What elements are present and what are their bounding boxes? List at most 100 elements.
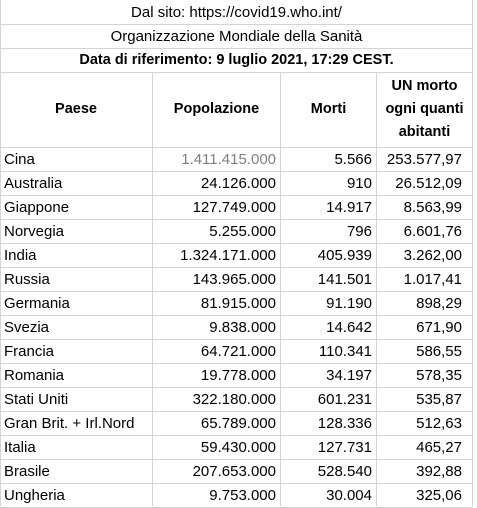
gridline-left bbox=[0, 0, 1, 506]
deaths-cell: 528.540 bbox=[317, 463, 372, 480]
gridline-h bbox=[0, 363, 473, 364]
source-line: Dal sito: https://covid19.who.int/ bbox=[131, 4, 342, 21]
gridline-h bbox=[0, 48, 473, 49]
population-cell: 24.126.000 bbox=[200, 175, 276, 192]
table-row: Ungheria 9.753.000 30.004 325,06 bbox=[0, 484, 473, 508]
country-cell: Cina bbox=[4, 151, 35, 168]
gridline-h bbox=[0, 243, 473, 244]
ratio-cell: 465,27 bbox=[416, 439, 462, 456]
population-cell: 19.778.000 bbox=[200, 367, 276, 384]
population-cell: 9.838.000 bbox=[209, 319, 276, 336]
gridline-h bbox=[0, 483, 473, 484]
population-cell: 207.653.000 bbox=[192, 463, 276, 480]
country-cell: Romania bbox=[4, 367, 65, 384]
column-header-population-label: Popolazione bbox=[173, 101, 260, 117]
table-row: Cina 1.411.415.000 5.566 253.577,97 bbox=[0, 148, 473, 172]
population-cell: 143.965.000 bbox=[192, 271, 276, 288]
gridline-h bbox=[0, 267, 473, 268]
country-cell: Stati Uniti bbox=[4, 391, 69, 408]
table-row: Giappone 127.749.000 14.917 8.563,99 bbox=[0, 196, 473, 220]
ratio-cell: 253.577,97 bbox=[386, 151, 462, 168]
table-row: Russia 143.965.000 141.501 1.017,41 bbox=[0, 268, 473, 292]
population-cell: 5.255.000 bbox=[209, 223, 276, 240]
table-row: Gran Brit. + Irl.Nord 65.789.000 128.336 51… bbox=[0, 412, 473, 436]
deaths-cell: 5.566 bbox=[334, 151, 372, 168]
deaths-cell: 910 bbox=[346, 175, 372, 192]
country-cell: Australia bbox=[4, 175, 63, 192]
country-cell: Svezia bbox=[4, 319, 50, 336]
gridline-h bbox=[0, 411, 473, 412]
population-cell: 9.753.000 bbox=[209, 487, 276, 504]
country-cell: Norvegia bbox=[4, 223, 65, 240]
country-cell: Giappone bbox=[4, 199, 70, 216]
ratio-cell: 578,35 bbox=[416, 367, 462, 384]
gridline-col2 bbox=[280, 72, 281, 506]
gridline-h bbox=[0, 315, 473, 316]
table-row: Francia 64.721.000 110.341 586,55 bbox=[0, 340, 473, 364]
ratio-cell: 898,29 bbox=[416, 295, 462, 312]
table-row: Italia 59.430.000 127.731 465,27 bbox=[0, 436, 473, 460]
gridline-h bbox=[0, 435, 473, 436]
gridline-h bbox=[0, 219, 473, 220]
column-header-ratio: UN morto ogni quanti abitanti bbox=[377, 72, 472, 147]
ratio-cell: 512,63 bbox=[416, 415, 462, 432]
reference-date: Data di riferimento: 9 luglio 2021, 17:2… bbox=[79, 52, 394, 68]
gridline-right bbox=[472, 0, 473, 506]
population-cell: 322.180.000 bbox=[192, 391, 276, 408]
ratio-cell: 26.512,09 bbox=[395, 175, 462, 192]
column-header-ratio-line3: abitanti bbox=[398, 124, 451, 140]
ratio-cell: 325,06 bbox=[416, 487, 462, 504]
ratio-cell: 586,55 bbox=[416, 343, 462, 360]
column-header-deaths-label: Morti bbox=[310, 101, 347, 117]
population-cell: 81.915.000 bbox=[200, 295, 276, 312]
column-header-country: Paese bbox=[0, 72, 152, 147]
country-cell: Gran Brit. + Irl.Nord bbox=[4, 415, 135, 432]
column-header-ratio-line2: ogni quanti bbox=[385, 101, 464, 117]
ratio-cell: 3.262,00 bbox=[403, 247, 462, 264]
country-cell: Italia bbox=[4, 439, 36, 456]
gridline-col1 bbox=[152, 72, 153, 506]
deaths-cell: 14.642 bbox=[326, 319, 372, 336]
population-cell: 64.721.000 bbox=[200, 343, 276, 360]
deaths-cell: 405.939 bbox=[317, 247, 372, 264]
country-cell: India bbox=[4, 247, 37, 264]
gridline-h bbox=[0, 147, 473, 148]
population-cell: 1.324.171.000 bbox=[180, 247, 276, 264]
country-cell: Brasile bbox=[4, 463, 50, 480]
table-row: India 1.324.171.000 405.939 3.262,00 bbox=[0, 244, 473, 268]
deaths-cell: 34.197 bbox=[326, 367, 372, 384]
ratio-cell: 671,90 bbox=[416, 319, 462, 336]
column-header-ratio-line1: UN morto bbox=[391, 78, 458, 94]
deaths-cell: 141.501 bbox=[317, 271, 372, 288]
population-cell: 127.749.000 bbox=[192, 199, 276, 216]
population-cell: 59.430.000 bbox=[200, 439, 276, 456]
deaths-cell: 14.917 bbox=[326, 199, 372, 216]
deaths-cell: 601.231 bbox=[317, 391, 372, 408]
ratio-cell: 6.601,76 bbox=[403, 223, 462, 240]
country-cell: Francia bbox=[4, 343, 55, 360]
gridline-col3 bbox=[376, 72, 377, 506]
gridline-h bbox=[0, 339, 473, 340]
deaths-cell: 91.190 bbox=[326, 295, 372, 312]
table-row: Germania 81.915.000 91.190 898,29 bbox=[0, 292, 473, 316]
table-row: Svezia 9.838.000 14.642 671,90 bbox=[0, 316, 473, 340]
country-cell: Ungheria bbox=[4, 487, 65, 504]
ratio-cell: 392,88 bbox=[416, 463, 462, 480]
deaths-cell: 128.336 bbox=[317, 415, 372, 432]
deaths-cell: 796 bbox=[346, 223, 372, 240]
column-header-country-label: Paese bbox=[55, 101, 97, 117]
ratio-cell: 535,87 bbox=[416, 391, 462, 408]
column-header-population: Popolazione bbox=[153, 72, 280, 147]
population-cell: 65.789.000 bbox=[200, 415, 276, 432]
deaths-cell: 110.341 bbox=[318, 343, 372, 360]
gridline-h bbox=[0, 195, 473, 196]
gridline-h bbox=[0, 387, 473, 388]
table-row: Brasile 207.653.000 528.540 392,88 bbox=[0, 460, 473, 484]
gridline-h bbox=[0, 459, 473, 460]
organization-line: Organizzazione Mondiale della Sanità bbox=[110, 28, 363, 45]
deaths-cell: 30.004 bbox=[326, 487, 372, 504]
gridline-h bbox=[0, 291, 473, 292]
table-row: Norvegia 5.255.000 796 6.601,76 bbox=[0, 220, 473, 244]
ratio-cell: 8.563,99 bbox=[403, 199, 462, 216]
population-cell: 1.411.415.000 bbox=[181, 151, 276, 168]
